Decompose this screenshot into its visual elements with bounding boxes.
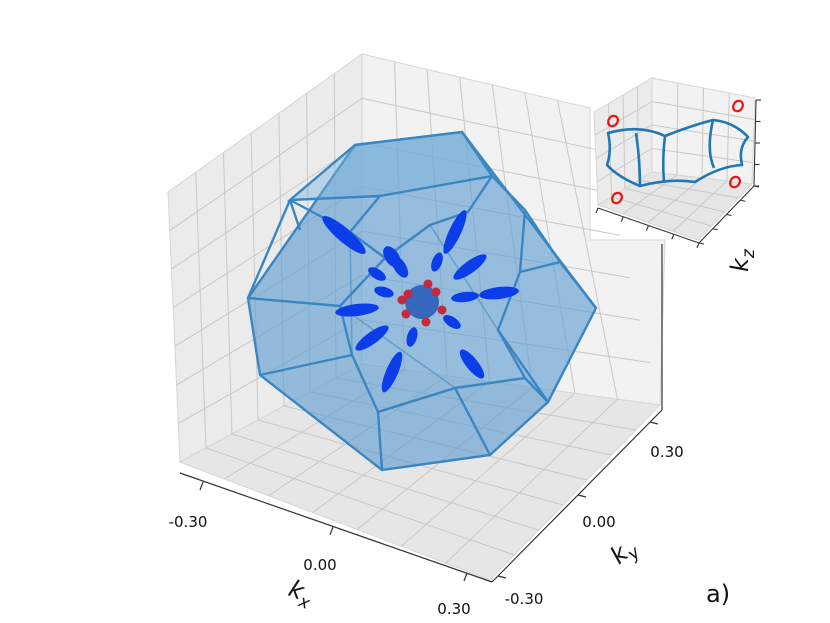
inset-x-tick (595, 207, 599, 214)
inset-y-tick (712, 228, 718, 231)
red-pocket (397, 295, 407, 305)
inset-y-tick (726, 213, 732, 217)
floor-pane-gridline (401, 392, 576, 547)
back-pane-gridline (361, 97, 601, 151)
inset-x-tick (645, 225, 650, 231)
floor-pane-gridline (445, 398, 618, 564)
blue-pocket (322, 215, 366, 255)
blue-pocket (368, 267, 386, 281)
x-axis-ticks (199, 481, 468, 582)
inset-back-gridline (651, 148, 753, 163)
floor-pane-gridline (205, 447, 515, 556)
inset-left-gridline (596, 148, 653, 183)
bz-edges (246, 175, 597, 471)
bz-top-face (286, 130, 495, 202)
red-pocket (431, 287, 441, 297)
left-pane-gridline (222, 152, 233, 435)
red-pocket (403, 289, 413, 299)
x-axis-label: kx (283, 574, 318, 614)
blue-pocket (451, 291, 479, 303)
y-tick-label: 0.00 (582, 513, 615, 531)
blue-pocket (431, 252, 443, 272)
x-tick-label: 0.00 (303, 556, 336, 574)
y-axis-tick (649, 421, 659, 425)
blue-pocket (374, 286, 394, 298)
x-axis-line (179, 472, 493, 583)
inset-x-tick (696, 242, 700, 249)
red-pocket (423, 279, 433, 289)
x-tick-label: 0.30 (437, 600, 470, 618)
x-axis-tick (463, 572, 468, 582)
inset-y-tick (740, 199, 746, 202)
left-pane-gridline (169, 97, 363, 231)
x-axis-tick (199, 481, 204, 491)
y-tick-label: -0.30 (505, 590, 544, 608)
y-axis-label: ky (605, 532, 645, 573)
inset-axis-ticks (595, 99, 761, 249)
blue-pocket (443, 210, 467, 254)
inset-y-tick (753, 185, 760, 188)
inset-x-tick (620, 216, 624, 222)
blue-pocket (443, 315, 461, 329)
z-axis-label: kz (726, 248, 759, 272)
y-axis-ticks (497, 421, 659, 579)
blue-pocket (459, 349, 485, 379)
left-pane-gridline (171, 142, 363, 270)
blue-pocket (406, 327, 418, 347)
y-tick-label: 0.30 (650, 443, 683, 461)
inset-floor-gridline (672, 180, 728, 232)
fermi-pockets (322, 210, 519, 393)
blue-pocket (479, 286, 519, 300)
inset-contour (605, 118, 750, 188)
inset-floor-gridline (624, 188, 726, 213)
red-pockets (397, 279, 447, 327)
red-pocket (401, 309, 411, 319)
left-pane-gridline (250, 132, 259, 421)
y-axis-line (491, 409, 663, 583)
y-axis-tick (497, 575, 507, 579)
inset-y-tick (698, 242, 705, 245)
inset-axes (593, 77, 761, 249)
left-pane-gridline (195, 172, 207, 449)
inset-red-loops (607, 99, 744, 205)
inset-left-gridline (622, 94, 626, 189)
blue-pocket (381, 351, 403, 393)
blue-pocket (355, 325, 389, 351)
inset-grid-lines (594, 82, 755, 232)
red-pocket (437, 305, 447, 315)
red-pocket (421, 317, 431, 327)
floor-pane-gridline (231, 433, 539, 531)
inset-x-tick (671, 234, 675, 240)
panel-label: a) (706, 580, 730, 608)
blue-pocket (335, 303, 379, 317)
x-axis-tick (329, 526, 334, 536)
y-axis-tick (577, 494, 587, 498)
blue-pocket (453, 254, 487, 280)
x-tick-label: -0.30 (169, 513, 208, 531)
inset-back-gridline (701, 87, 704, 179)
back-pane-gridline (556, 100, 618, 400)
blue-pocket (391, 256, 409, 278)
central-sphere (405, 285, 439, 319)
